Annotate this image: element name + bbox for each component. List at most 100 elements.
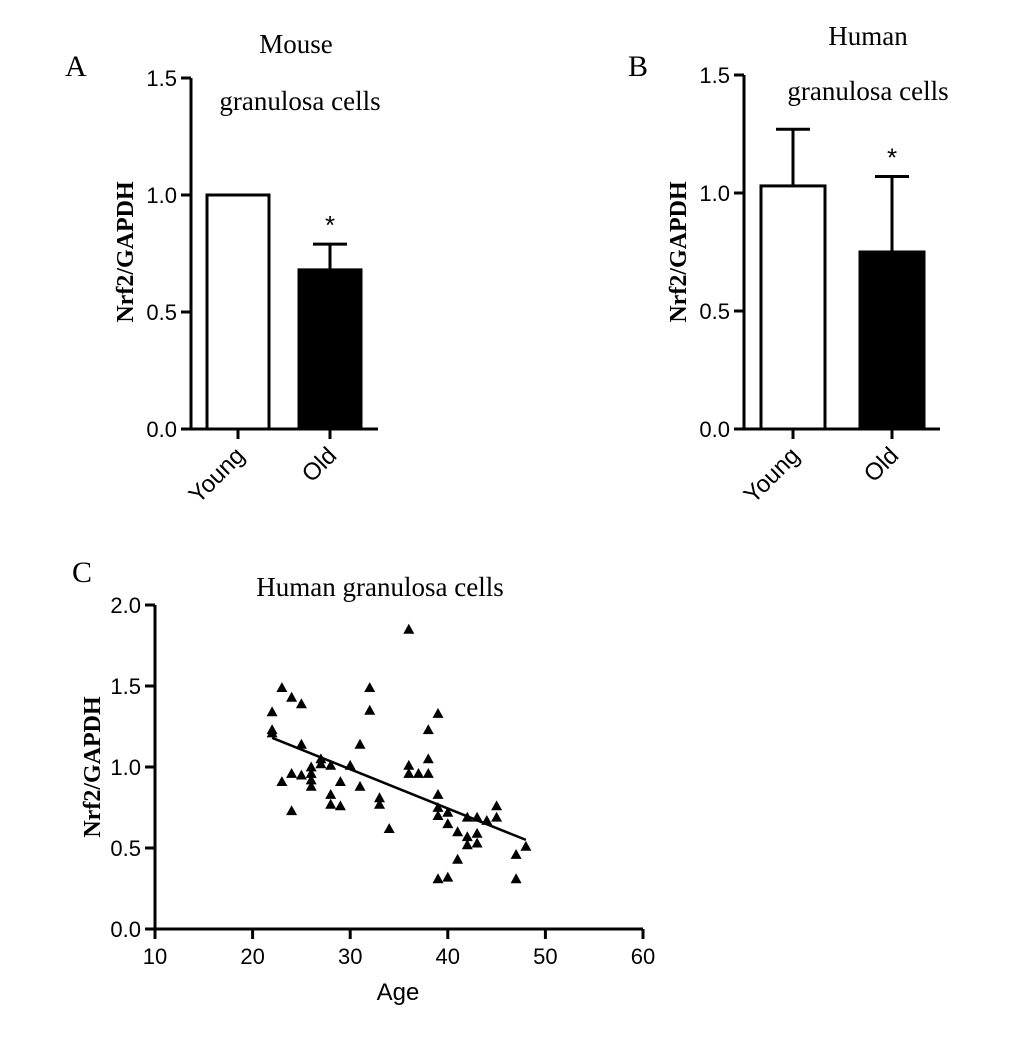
panel-c-data-point	[510, 849, 522, 859]
panel-a-bar-old	[297, 268, 363, 431]
panel-c-y-axis-label: Nrf2/GAPDH	[80, 696, 106, 838]
panel-c-data-point	[295, 698, 307, 709]
panel-c-data-point	[403, 623, 415, 634]
panel-c-data-point	[295, 738, 307, 749]
panel-a-category-label-young: Young	[184, 442, 251, 509]
panel-c-y-tick-label: 1.5	[110, 674, 141, 699]
panel-c-x-tick-label: 30	[338, 944, 362, 969]
panel-c-data-point	[325, 789, 337, 799]
panel-c-data-point	[471, 811, 483, 822]
panel-c-x-tick-label: 60	[631, 944, 655, 969]
panel-b-bar-young	[759, 184, 827, 431]
panel-c-data-point	[286, 805, 298, 816]
panel-c-data-point	[432, 810, 444, 820]
panel-a-y-tick-label: 1.5	[146, 66, 177, 91]
panel-b-title-line1: Human	[828, 21, 908, 51]
panel-b-y-tick-label: 0.0	[699, 417, 730, 442]
panel-a-y-axis-label: Nrf2/GAPDH	[113, 181, 139, 323]
panel-label-b: B	[628, 50, 648, 83]
panel-c-data-point	[305, 780, 317, 791]
panel-c-y-tick-label: 1.0	[110, 755, 141, 780]
panel-c-data-point	[344, 759, 356, 770]
panel-b-y-tick-label: 0.5	[699, 299, 730, 324]
panel-c-data-point	[286, 691, 298, 702]
panel-a-y-tick-label: 1.0	[146, 183, 177, 208]
panel-c-data-point	[295, 769, 307, 780]
panel-c-y-tick-label: 0.0	[110, 917, 141, 942]
panel-b-significance-marker: *	[887, 142, 897, 172]
panel-c-data-point	[403, 759, 415, 770]
panel-c-data-point	[442, 818, 454, 829]
panel-b-category-label-young: Young	[739, 442, 806, 509]
panel-c-data-point	[491, 800, 503, 811]
panel-c-data-point	[325, 798, 337, 809]
panel-a-bar-chart: A Mouse granulosa cells Nrf2/GAPDH 0.0 0.…	[65, 29, 381, 509]
panel-c-data-point	[432, 802, 444, 812]
panel-c-data-point	[452, 853, 464, 864]
panel-c-data-point	[471, 837, 483, 848]
panel-a-bar-young	[205, 193, 271, 431]
panel-c-data-point	[276, 776, 288, 786]
panel-a-category-label-old: Old	[297, 442, 343, 488]
panel-c-data-point	[286, 768, 298, 778]
panel-c-data-point	[481, 815, 493, 825]
panel-b-category-label-old: Old	[859, 442, 905, 488]
panel-b-y-tick-label: 1.0	[699, 181, 730, 206]
panel-c-data-point	[315, 758, 327, 769]
panel-c-data-point	[471, 827, 483, 838]
panel-c-data-point	[432, 873, 444, 884]
panel-c-data-point	[354, 780, 366, 791]
panel-c-data-point	[305, 761, 317, 772]
panel-c-data-point	[461, 839, 473, 850]
panel-c-data-point	[461, 831, 473, 842]
panel-b-bar-old	[858, 250, 926, 431]
panel-a-y-tick-label: 0.5	[146, 300, 177, 325]
panel-c-data-point	[432, 708, 444, 718]
panel-c-data-point	[452, 826, 464, 837]
panel-c-x-tick-label: 10	[143, 944, 167, 969]
panel-c-data-point	[413, 768, 424, 778]
panel-c-y-tick-label: 2.0	[110, 593, 141, 618]
panel-a-y-tick-label: 0.0	[146, 417, 177, 442]
panel-label-c: C	[72, 556, 92, 589]
panel-c-title: Human granulosa cells	[256, 572, 503, 602]
panel-c-data-point	[266, 706, 278, 717]
panel-c-data-point	[422, 768, 434, 778]
panel-c-data-point	[364, 704, 376, 715]
panel-c-x-axis-label: Age	[377, 979, 420, 1006]
panel-c-data-point	[325, 759, 337, 770]
panel-c-data-point	[374, 798, 385, 809]
panel-c-data-point	[383, 823, 395, 833]
panel-c-data-point	[403, 768, 415, 778]
panel-c-data-point	[520, 840, 532, 851]
panel-c-data-point	[461, 811, 473, 822]
panel-c-data-point	[422, 724, 434, 735]
panel-c-data-point	[305, 774, 317, 785]
panel-c-data-point	[364, 682, 376, 692]
panel-c-data-point	[510, 873, 522, 884]
panel-c-scatter-chart: C Human granulosa cells Nrf2/GAPDH Age 0…	[72, 556, 655, 1006]
panel-c-data-point	[374, 792, 385, 803]
panel-a-title-line1: Mouse	[259, 29, 333, 59]
panel-c-data-point	[266, 727, 278, 738]
panel-b-bar-chart: B Human granulosa cells Nrf2/GAPDH 0.0 0.…	[628, 21, 949, 509]
panel-c-data-point	[432, 789, 444, 799]
panel-c-y-tick-label: 0.5	[110, 836, 141, 861]
panel-b-title-line2: granulosa cells	[787, 76, 948, 106]
panel-b-y-axis-label: Nrf2/GAPDH	[666, 181, 692, 323]
panel-label-a: A	[65, 50, 87, 83]
panel-c-data-point	[305, 768, 317, 778]
panel-c-data-point	[491, 811, 503, 822]
panel-c-data-point	[334, 800, 346, 811]
panel-c-data-point	[276, 682, 288, 692]
panel-c-data-point	[442, 806, 454, 817]
panel-c-data-point	[442, 871, 454, 882]
panel-c-data-point	[422, 753, 434, 764]
panel-c-data-point	[354, 738, 366, 749]
panel-c-x-tick-label: 50	[533, 944, 557, 969]
panel-a-title-line2: granulosa cells	[219, 86, 380, 116]
panel-c-data-point	[334, 776, 346, 786]
panel-b-y-tick-label: 1.5	[699, 63, 730, 88]
panel-c-x-tick-label: 40	[436, 944, 460, 969]
